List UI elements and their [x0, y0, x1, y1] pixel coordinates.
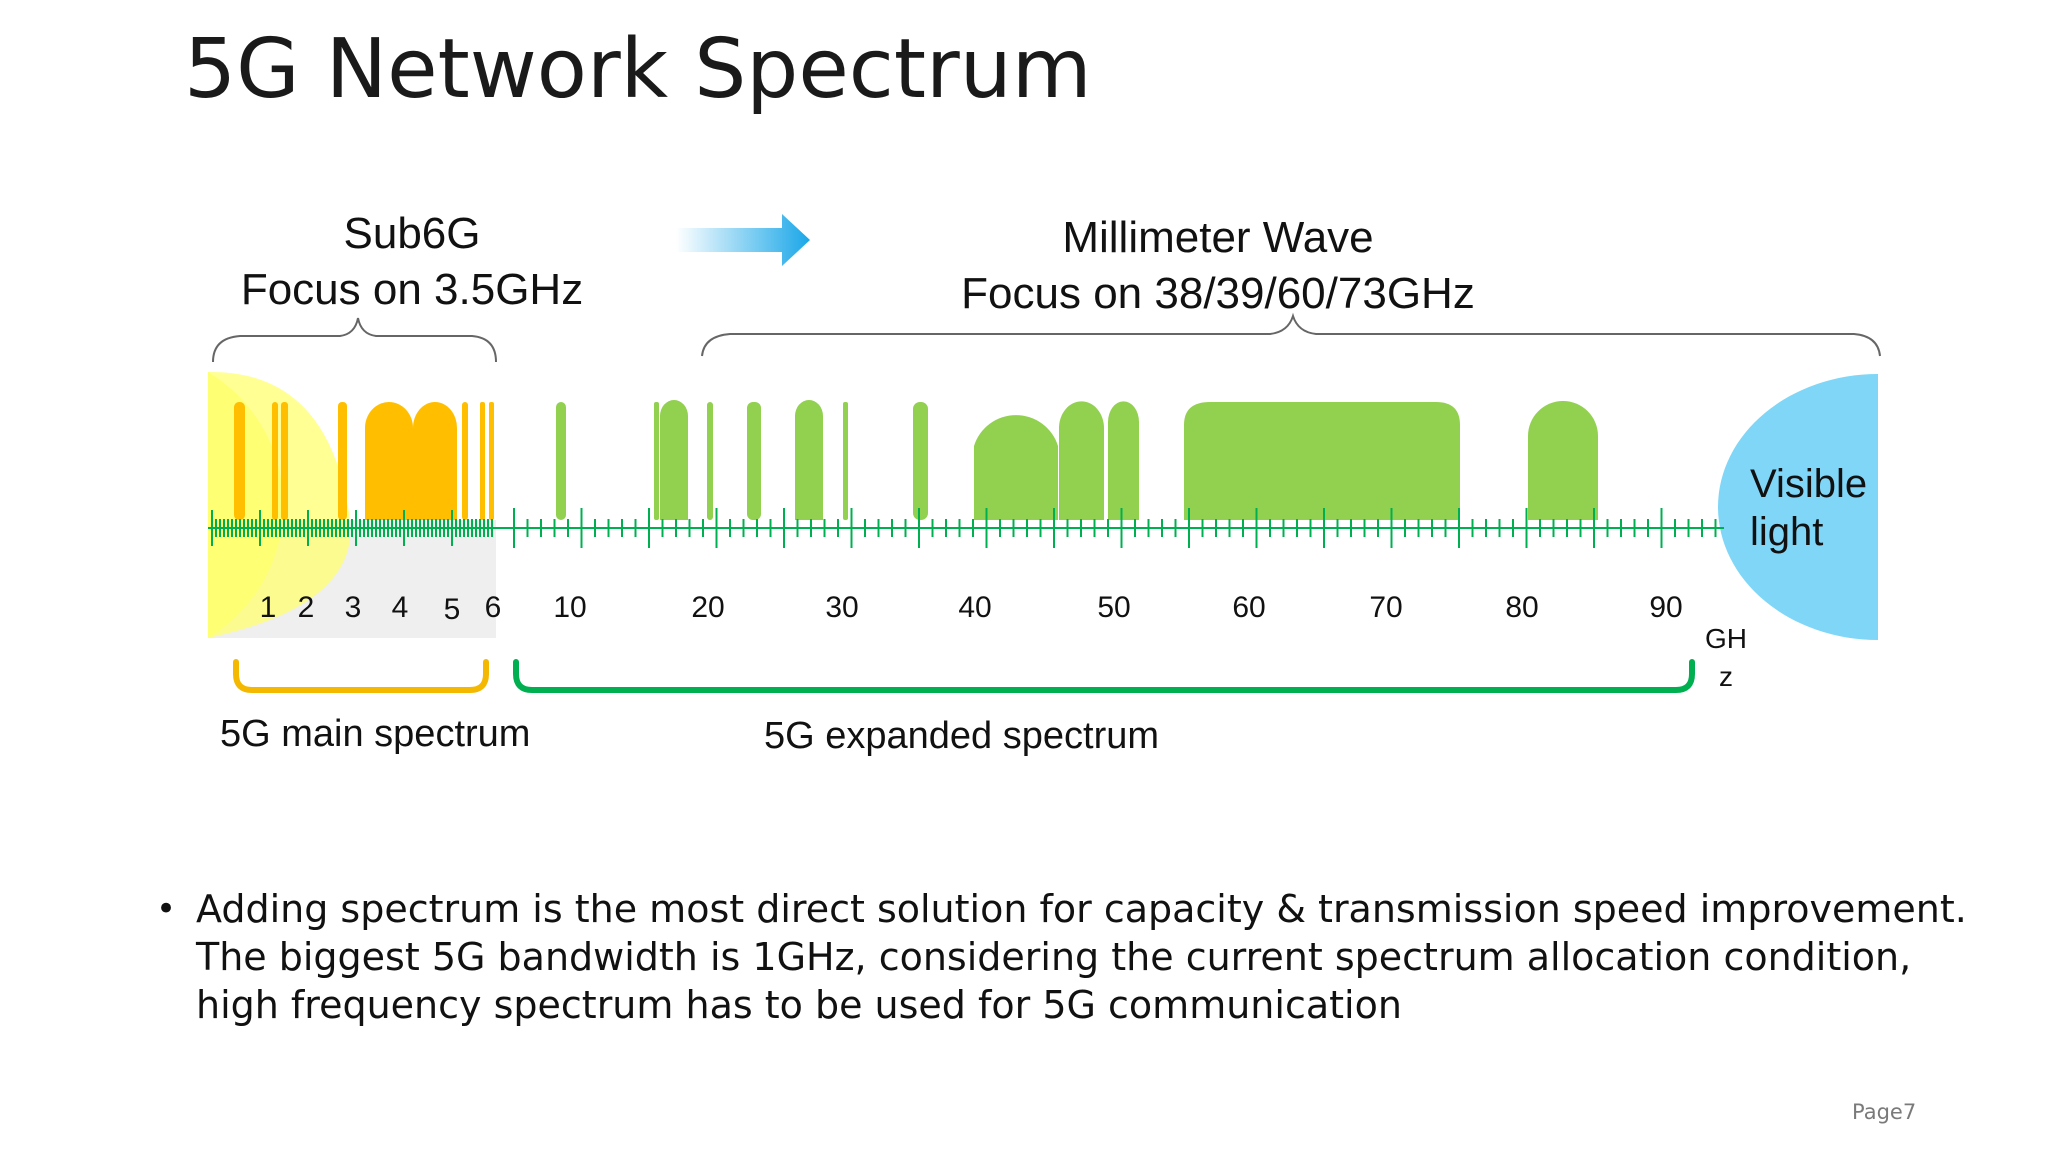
sub6-band [489, 402, 494, 520]
sub6-band [338, 402, 347, 520]
axis-ticks [211, 508, 1717, 548]
page-number: Page7 [1852, 1100, 1917, 1124]
sub6-band [480, 402, 485, 520]
sub6-band [413, 402, 457, 520]
expanded-spectrum-label: 5G expanded spectrum [764, 715, 1159, 757]
mmwave-band [795, 400, 823, 520]
tick-label: 2 [298, 591, 315, 624]
mmwave-band [843, 402, 848, 520]
sub6-band [234, 402, 245, 520]
mmwave-band [654, 402, 659, 520]
tick-label: 60 [1232, 591, 1265, 624]
mmwave-band [1059, 401, 1104, 520]
tick-label: 5 [444, 593, 461, 626]
mmwave-band [1108, 401, 1139, 520]
axis-unit-label: GH [1705, 623, 1747, 654]
visible-light-label-2: light [1750, 510, 1823, 554]
tick-label: 6 [485, 591, 502, 624]
slide-title: 5G Network Spectrum [184, 22, 1092, 117]
visible-light-shape [1718, 374, 1878, 640]
sub6-band [365, 402, 413, 520]
tick-label: 50 [1097, 591, 1130, 624]
tick-label: 70 [1369, 591, 1402, 624]
right-arrow-icon [676, 214, 810, 266]
bullet-line: high frequency spectrum has to be used f… [196, 983, 1402, 1027]
mmwave-brace [701, 312, 1881, 357]
sub6g-brace [212, 317, 497, 363]
bullet-dot-icon: • [156, 889, 177, 929]
mmwave-label: Millimeter Wave [1062, 213, 1373, 262]
mmwave-bands [556, 400, 1598, 520]
mmwave-band [556, 402, 566, 520]
main-spectrum-label: 5G main spectrum [220, 713, 530, 755]
sub6-band [462, 402, 468, 520]
tick-label: 1 [260, 591, 277, 624]
mmwave-band [1528, 401, 1598, 520]
mmwave-band [707, 402, 713, 520]
mmwave-band [747, 402, 761, 520]
tick-label: 30 [825, 591, 858, 624]
sub6-band [272, 402, 278, 520]
mmwave-band [913, 402, 928, 520]
sub6g-focus-label: Focus on 3.5GHz [241, 265, 583, 314]
bullet-line: The biggest 5G bandwidth is 1GHz, consid… [196, 935, 1912, 979]
tick-label: 10 [553, 591, 586, 624]
tick-label: 3 [345, 591, 362, 624]
bullet-line: Adding spectrum is the most direct solut… [196, 887, 1967, 931]
axis-unit-label-2: z [1719, 661, 1733, 692]
mmwave-focus-label: Focus on 38/39/60/73GHz [961, 269, 1475, 318]
sub6-band [281, 402, 288, 520]
tick-label: 20 [691, 591, 724, 624]
tick-label: 40 [958, 591, 991, 624]
mmwave-band [974, 415, 1058, 520]
tick-label: 90 [1649, 591, 1682, 624]
tick-label: 80 [1505, 591, 1538, 624]
sub6-bands [234, 402, 494, 520]
mmwave-band [1184, 402, 1460, 520]
mmwave-band [660, 400, 688, 520]
tick-label: 4 [392, 591, 409, 624]
bullet-paragraph: • Adding spectrum is the most direct sol… [152, 885, 1972, 1029]
sub6g-label: Sub6G [344, 209, 481, 258]
expanded-spectrum-bracket [513, 659, 1695, 693]
visible-light-label: Visible [1750, 462, 1867, 506]
main-spectrum-bracket [233, 659, 489, 693]
